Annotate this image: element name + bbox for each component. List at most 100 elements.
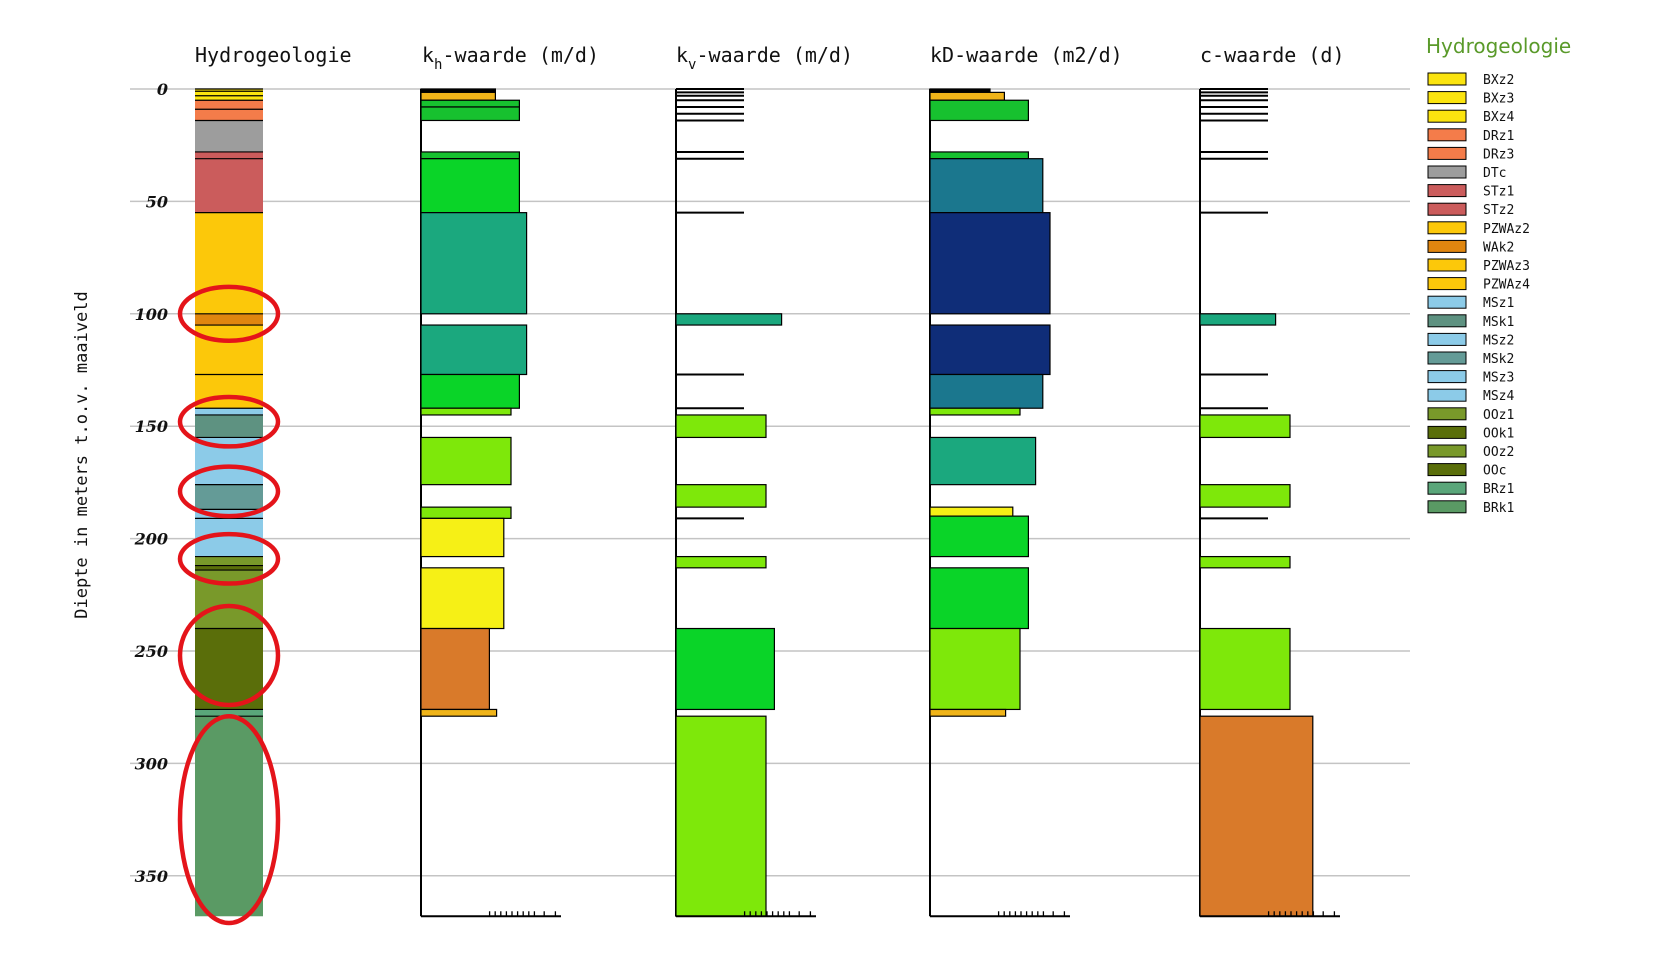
legend-label: BXz3 [1483,92,1514,107]
y-tick-label: 200 [134,530,168,549]
value-bar [1199,555,1291,569]
value-bar [420,506,512,519]
legend-swatch [1427,72,1467,86]
column-title-kv: kv-waarde (m/d) [676,43,853,73]
value-bar [420,436,512,486]
value-bar [929,436,1037,486]
legend-swatch [1427,370,1467,384]
legend-label: BXz2 [1483,73,1514,88]
legend-label: MSz1 [1483,296,1514,311]
value-bar [420,627,491,711]
legend-swatch [1427,444,1467,458]
value-bar [420,99,521,108]
highlight-ellipse [177,464,281,519]
value-bar [420,407,512,416]
value-bar [420,324,528,376]
hydro-layer [195,100,263,110]
y-tick-label: 250 [134,642,168,661]
value-bar [929,407,1021,416]
legend-label: OOz2 [1483,445,1514,460]
value-bar [929,373,1044,409]
hydro-layer [195,120,263,152]
legend-label: MSk2 [1483,352,1514,367]
column-title-hydrogeologie: Hydrogeologie [195,43,352,67]
legend-swatch [1427,184,1467,198]
value-bar [675,555,767,569]
highlight-ellipse [177,603,281,708]
value-bar [929,708,1007,717]
hydro-layer [195,325,263,375]
legend-label: OOk1 [1483,426,1514,441]
hydro-layer [195,484,263,510]
value-bar [929,506,1014,517]
column-title-c: c-waarde (d) [1200,43,1345,67]
hydro-layer [195,709,263,717]
value-bar [1199,414,1291,439]
value-bar [675,484,767,508]
hydro-layer [195,628,263,710]
hydro-layer [195,212,263,314]
legend-label: PZWAz3 [1483,259,1530,274]
value-bar [420,106,521,122]
legend-label: BRz1 [1483,482,1514,497]
hydro-layer [195,565,263,571]
legend-swatch [1427,351,1467,365]
value-bar [420,91,497,101]
legend-label: MSz3 [1483,371,1514,386]
y-tick-label: 300 [135,754,168,773]
highlight-ellipse [177,394,281,449]
legend: Hydrogeologie BXz2 BXz3 BXz4 DRz1 DRz3 DTc STz… [1426,34,1571,516]
legend-label: DRz3 [1483,147,1514,162]
hydro-layer [195,313,263,326]
hydro-layer [195,408,263,415]
value-bar [929,627,1021,711]
value-bar [929,324,1051,376]
legend-swatch [1427,221,1467,235]
value-bar [1199,627,1291,711]
value-bar [420,517,505,558]
legend-label: DTc [1483,166,1506,181]
kd-column [929,88,1070,918]
highlight-ellipse [177,531,281,586]
legend-label: MSz4 [1483,389,1514,404]
value-bar [420,708,498,717]
y-tick-label: 50 [146,192,168,211]
legend-swatch [1427,128,1467,142]
legend-swatch [1427,277,1467,291]
highlight-ellipse [177,284,281,344]
value-bar [929,158,1044,214]
legend-swatch [1427,165,1467,179]
highlight-ellipses [177,284,281,926]
hydro-layer [195,109,263,121]
legend-label: WAk2 [1483,240,1514,255]
hydro-layer [195,374,263,409]
legend-swatch [1427,239,1467,253]
hydro-layer [195,91,263,96]
value-bar [420,158,521,214]
column-title-kd: kD-waarde (m2/d) [930,43,1123,67]
legend-label: DRz1 [1483,129,1514,144]
legend-swatch [1427,295,1467,309]
legend-swatch [1427,481,1467,495]
hydro-layer [195,89,263,92]
y-tick-label: 100 [135,305,168,324]
value-bar [929,91,1006,101]
c-column [1199,88,1340,918]
value-bar [1199,484,1291,508]
legend-swatch [1427,91,1467,105]
value-bar [929,515,1030,558]
legend-swatch [1427,425,1467,439]
legend-swatch [1427,314,1467,328]
value-bar [675,313,783,326]
kh-column [420,88,561,918]
legend-swatch [1427,407,1467,421]
column-titles: Hydrogeologie kh-waarde (m/d) kv-waarde … [195,43,1345,73]
y-tick-label: 0 [157,80,168,99]
value-bar [420,151,521,160]
y-tick-label: 150 [135,417,168,436]
legend-title: Hydrogeologie [1426,34,1571,58]
legend-swatch [1427,332,1467,346]
legend-label: STz2 [1483,203,1514,218]
hydro-layer [195,716,263,917]
